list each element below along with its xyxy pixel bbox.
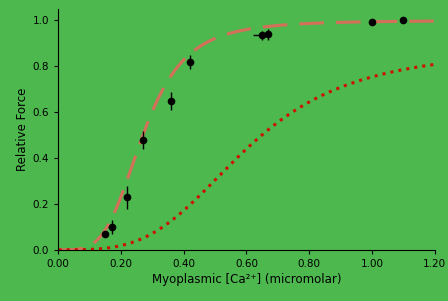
X-axis label: Myoplasmic [Ca²⁺] (micromolar): Myoplasmic [Ca²⁺] (micromolar) <box>152 273 341 286</box>
Y-axis label: Relative Force: Relative Force <box>16 88 29 171</box>
